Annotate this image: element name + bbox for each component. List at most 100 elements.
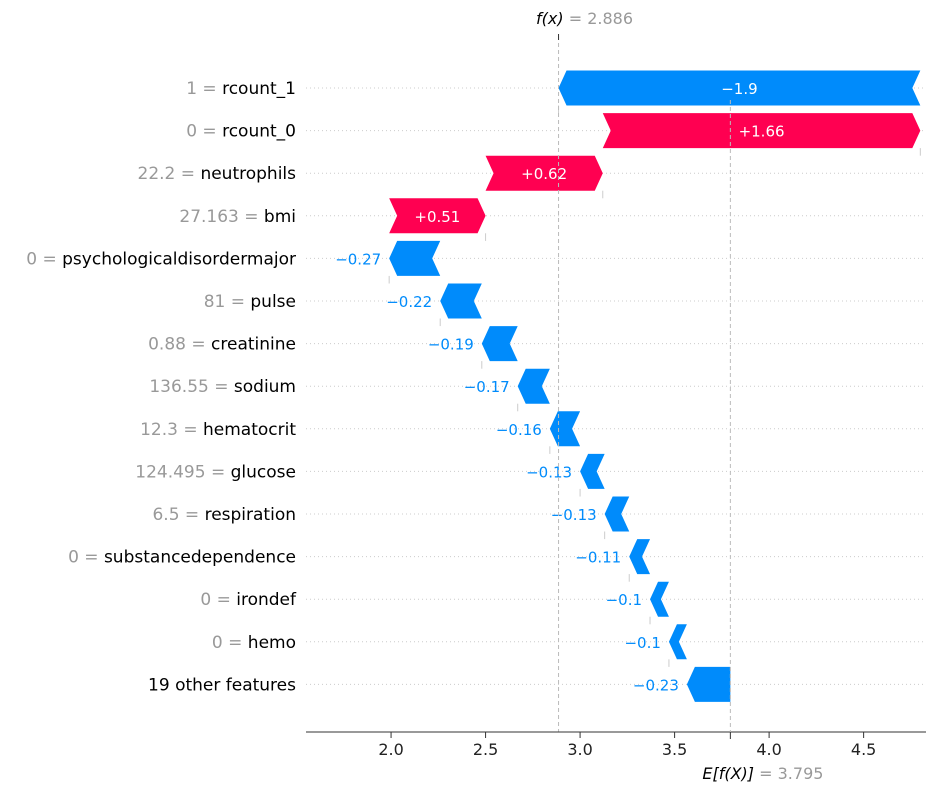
negative-contribution-bar xyxy=(629,539,651,575)
feature-value: 6.5 xyxy=(152,505,179,525)
negative-contribution-bar xyxy=(686,666,731,702)
bar-value-label: −0.22 xyxy=(386,293,432,311)
feature-equals: = xyxy=(180,505,205,525)
feature-label: 0 = rcount_0 xyxy=(186,122,296,142)
negative-contribution-bar xyxy=(517,368,550,404)
feature-name: psychologicaldisordermajor xyxy=(62,249,296,269)
feature-label: 0.88 = creatinine xyxy=(148,335,296,355)
feature-label: 0 = psychologicaldisordermajor xyxy=(26,249,296,269)
feature-name: sodium xyxy=(234,377,296,397)
efx-equals: = xyxy=(759,764,778,783)
fx-value: 2.886 xyxy=(587,9,633,28)
feature-value: 1 xyxy=(186,79,197,99)
feature-name: glucose xyxy=(231,462,296,482)
positive-contribution-bar xyxy=(389,198,486,234)
bar-value-label: −0.27 xyxy=(335,250,381,268)
feature-value: 27.163 xyxy=(179,207,238,227)
negative-contribution-bar xyxy=(650,581,669,617)
negative-contribution-bar xyxy=(549,411,581,447)
feature-label: 1 = rcount_1 xyxy=(186,79,296,99)
bar-value-label: −0.13 xyxy=(551,506,597,524)
feature-label: 19 other features xyxy=(148,675,296,695)
feature-label: 0 = irondef xyxy=(200,590,297,610)
bar-value-label: −0.16 xyxy=(496,421,542,439)
feature-name: substancedependence xyxy=(104,548,296,568)
negative-contribution-bar xyxy=(580,453,605,489)
feature-equals: = xyxy=(223,633,248,653)
feature-equals: = xyxy=(211,590,236,610)
bar-value-label: −0.11 xyxy=(575,549,621,567)
feature-name: pulse xyxy=(250,292,296,312)
feature-name: neutrophils xyxy=(200,164,296,184)
feature-value: 0 xyxy=(212,633,223,653)
feature-label: 22.2 = neutrophils xyxy=(138,164,297,184)
feature-value: 0 xyxy=(200,590,211,610)
negative-contribution-bar xyxy=(389,240,441,276)
efx-label: E[f(X)] xyxy=(702,764,754,783)
feature-label: 27.163 = bmi xyxy=(179,207,296,227)
feature-label: 0 = substancedependence xyxy=(68,548,296,568)
x-tick-label: 3.0 xyxy=(567,740,592,759)
feature-equals: = xyxy=(79,548,104,568)
feature-name: 19 other features xyxy=(148,675,296,695)
feature-equals: = xyxy=(37,249,62,269)
feature-value: 0 xyxy=(68,548,79,568)
bar-value-label: +1.66 xyxy=(739,123,785,141)
feature-value: 124.495 xyxy=(135,462,205,482)
x-tick-label: 4.0 xyxy=(756,740,781,759)
feature-value: 0.88 xyxy=(148,335,186,355)
feature-equals: = xyxy=(225,292,250,312)
feature-name: hemo xyxy=(248,633,296,653)
x-tick-label: 2.0 xyxy=(378,740,403,759)
feature-name: respiration xyxy=(205,505,296,525)
feature-equals: = xyxy=(178,420,203,440)
feature-label: 136.55 = sodium xyxy=(149,377,296,397)
feature-value: 0 xyxy=(26,249,37,269)
efx-annotation: E[f(X)] = 3.795 xyxy=(702,764,823,783)
feature-name: rcount_1 xyxy=(222,79,296,99)
contribution-bars xyxy=(389,70,921,702)
bar-value-label: −0.1 xyxy=(606,591,642,609)
feature-value: 12.3 xyxy=(140,420,178,440)
feature-equals: = xyxy=(186,335,211,355)
bar-value-label: −0.23 xyxy=(633,676,679,694)
feature-equals: = xyxy=(197,79,222,99)
negative-contribution-bar xyxy=(481,326,518,362)
bar-value-label: −0.1 xyxy=(624,634,660,652)
bar-value-label: +0.62 xyxy=(521,165,567,183)
x-axis-ticks: 2.0 2.5 3.0 3.5 4.0 4.5 xyxy=(378,732,876,759)
feature-label: 124.495 = glucose xyxy=(135,462,296,482)
bar-value-label: −0.13 xyxy=(526,463,572,481)
x-tick-label: 3.5 xyxy=(662,740,687,759)
grid-lines xyxy=(306,87,926,685)
bar-value-label: −1.9 xyxy=(721,80,757,98)
feature-value: 81 xyxy=(204,292,226,312)
feature-equals: = xyxy=(175,164,200,184)
feature-equals: = xyxy=(206,462,231,482)
negative-contribution-bar xyxy=(558,70,921,106)
negative-contribution-bar xyxy=(440,283,482,319)
feature-value: 136.55 xyxy=(149,377,208,397)
feature-label: 0 = hemo xyxy=(212,633,296,653)
feature-labels: 1 = rcount_1 −1.9 0 = rcount_0 +1.66 22.2 = … xyxy=(26,79,784,695)
feature-label: 81 = pulse xyxy=(204,292,296,312)
positive-contribution-bar xyxy=(485,155,603,191)
feature-equals: = xyxy=(239,207,264,227)
efx-value: 3.795 xyxy=(778,764,824,783)
feature-equals: = xyxy=(209,377,234,397)
feature-name: rcount_0 xyxy=(222,122,296,142)
feature-equals: = xyxy=(197,122,222,142)
bar-value-label: −0.17 xyxy=(464,378,510,396)
bar-value-label: +0.51 xyxy=(414,208,460,226)
feature-label: 6.5 = respiration xyxy=(152,505,296,525)
negative-contribution-bar xyxy=(604,496,630,532)
feature-name: bmi xyxy=(264,207,296,227)
x-tick-label: 2.5 xyxy=(473,740,498,759)
feature-name: creatinine xyxy=(211,335,296,355)
feature-name: irondef xyxy=(236,590,297,610)
fx-label: f(x) xyxy=(536,9,564,28)
bar-value-label: −0.19 xyxy=(428,336,474,354)
fx-annotation: f(x) = 2.886 xyxy=(536,9,633,28)
fx-equals: = xyxy=(569,9,588,28)
